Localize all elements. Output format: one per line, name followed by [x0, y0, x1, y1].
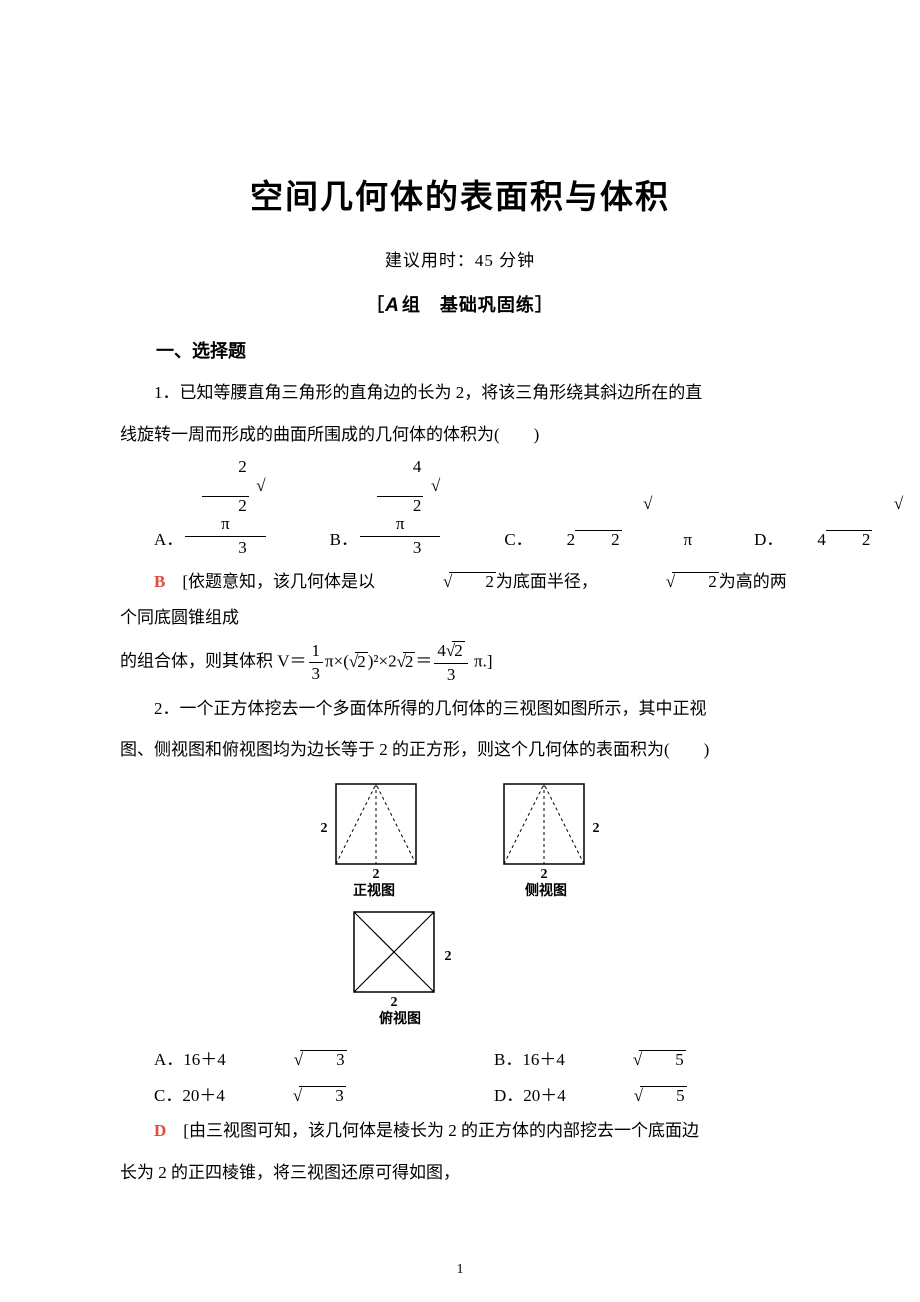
group-word: 组	[402, 295, 421, 315]
bracket-right: ］	[535, 295, 554, 315]
side-view: 2 2 侧视图	[490, 778, 602, 900]
q1-option-d: D． 42π	[720, 486, 920, 557]
q2-option-d: D．20＋45	[460, 1078, 800, 1114]
front-view-svg: 2 2	[318, 778, 430, 878]
q1-stem-line2: 线旋转一周而形成的曲面所围成的几何体的体积为( )	[120, 417, 800, 453]
three-views-figure: 2 2 正视图 2 2 侧视图	[120, 778, 800, 1028]
page-title: 空间几何体的表面积与体积	[120, 170, 800, 218]
section-heading: 一、选择题	[120, 337, 800, 363]
bracket-left: ［	[366, 295, 385, 315]
fraction: 22π 3	[185, 458, 265, 557]
q1-answer-line1: B [依题意知，该几何体是以2为底面半径，2为高的两个同底圆锥组成	[120, 564, 800, 635]
opt-label: A．	[120, 522, 183, 558]
dim-label: 2	[593, 821, 600, 836]
dim-label: 2	[541, 867, 548, 878]
q2-answer-line1: D [由三视图可知，该几何体是棱长为 2 的正方体的内部挖去一个底面边	[120, 1113, 800, 1149]
group-text: 基础巩固练	[440, 295, 535, 315]
q2-options-row2: C．20＋43 D．20＋45	[120, 1078, 800, 1114]
q1-option-b: B． 42π 3	[296, 458, 443, 557]
fraction: 42π 3	[360, 458, 440, 557]
q2-option-c: C．20＋43	[120, 1078, 460, 1114]
q2-option-b: B．16＋45	[460, 1042, 800, 1078]
opt-label: C．	[470, 522, 532, 558]
q1-answer-line2: 的组合体，则其体积 V＝13π×(2)²×22＝423 π.]	[120, 641, 800, 684]
dim-label: 2	[445, 949, 452, 964]
opt-label: B．	[296, 522, 358, 558]
q2-answer-line2: 长为 2 的正四棱锥，将三视图还原可得如图，	[120, 1155, 800, 1191]
side-view-svg: 2 2	[490, 778, 602, 878]
q2-stem-line1: 2．一个正方体挖去一个多面体所得的几何体的三视图如图所示，其中正视	[120, 691, 800, 727]
front-view: 2 2 正视图	[318, 778, 430, 900]
dim-label: 2	[391, 995, 398, 1006]
q1-option-c: C． 22π	[470, 486, 692, 557]
front-view-caption: 正视图	[353, 880, 395, 900]
page-number: 1	[0, 1262, 920, 1278]
opt-label: D．	[720, 522, 783, 558]
section-label: ［A组 基础巩固练］	[120, 291, 800, 317]
q2-stem-line2: 图、侧视图和俯视图均为边长等于 2 的正方形，则这个几何体的表面积为( )	[120, 732, 800, 768]
subtitle: 建议用时：45 分钟	[120, 246, 800, 271]
top-view: 2 2 俯视图	[340, 906, 460, 1028]
group-letter-icon: A	[385, 295, 400, 316]
q2-option-a: A．16＋43	[120, 1042, 460, 1078]
top-view-caption: 俯视图	[379, 1008, 421, 1028]
side-view-caption: 侧视图	[525, 880, 567, 900]
q1-options: A． 22π 3 B． 42π 3 C． 22π D． 42π	[120, 458, 800, 557]
top-view-svg: 2 2	[340, 906, 460, 1006]
q1-option-a: A． 22π 3	[120, 458, 268, 557]
answer-letter: B	[154, 572, 165, 591]
answer-letter: D	[154, 1121, 166, 1140]
dim-label: 2	[321, 821, 328, 836]
q1-stem-line1: 1．已知等腰直角三角形的直角边的长为 2，将该三角形绕其斜边所在的直	[120, 375, 800, 411]
q2-options-row1: A．16＋43 B．16＋45	[120, 1042, 800, 1078]
dim-label: 2	[373, 867, 380, 878]
